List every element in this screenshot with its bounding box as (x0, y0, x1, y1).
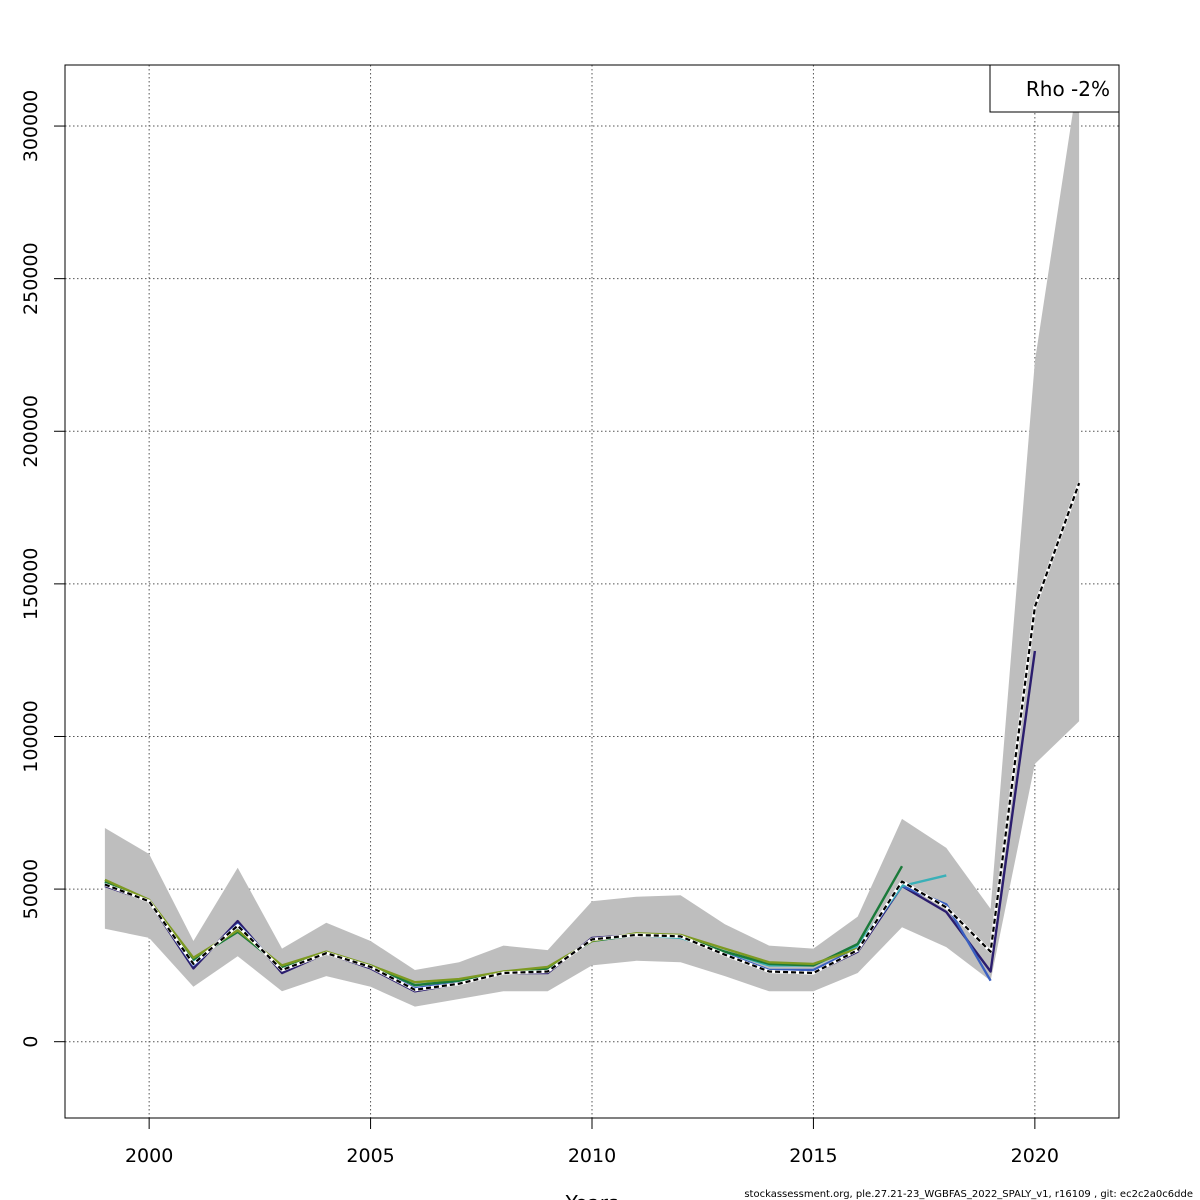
series-layer (104, 482, 1081, 993)
y-tick-label: 50000 (20, 859, 42, 919)
legend-text: Rho -2% (1026, 77, 1110, 101)
x-tick-label: 2000 (125, 1145, 173, 1167)
y-axis: 0 50000 100000 150000 200000 250000 300000 (20, 90, 65, 1048)
x-tick-label: 2005 (346, 1145, 394, 1167)
legend-box (989, 64, 1120, 113)
legend: Rho -2% (989, 64, 1120, 113)
series-line-6 (104, 482, 1081, 991)
y-tick-label: 0 (20, 1036, 42, 1048)
y-tick-label: 250000 (20, 242, 42, 315)
x-axis: 2000 2005 2010 2015 2020 (125, 1118, 1059, 1167)
y-tick-label: 300000 (20, 90, 42, 163)
x-axis-title: Years (565, 1191, 619, 1200)
x-tick-label: 2015 (789, 1145, 837, 1167)
x-tick-label: 2010 (568, 1145, 616, 1167)
y-tick-label: 200000 (20, 395, 42, 468)
confidence-band (104, 71, 1080, 1007)
y-tick-label: 100000 (20, 700, 42, 773)
series-line-5 (104, 878, 859, 984)
y-tick-label: 150000 (20, 548, 42, 621)
confidence-band-layer (104, 71, 1080, 1007)
x-tick-label: 2020 (1011, 1145, 1059, 1167)
footer-text: stockassessment.org, ple.27.21-23_WGBFAS… (744, 1189, 1193, 1200)
